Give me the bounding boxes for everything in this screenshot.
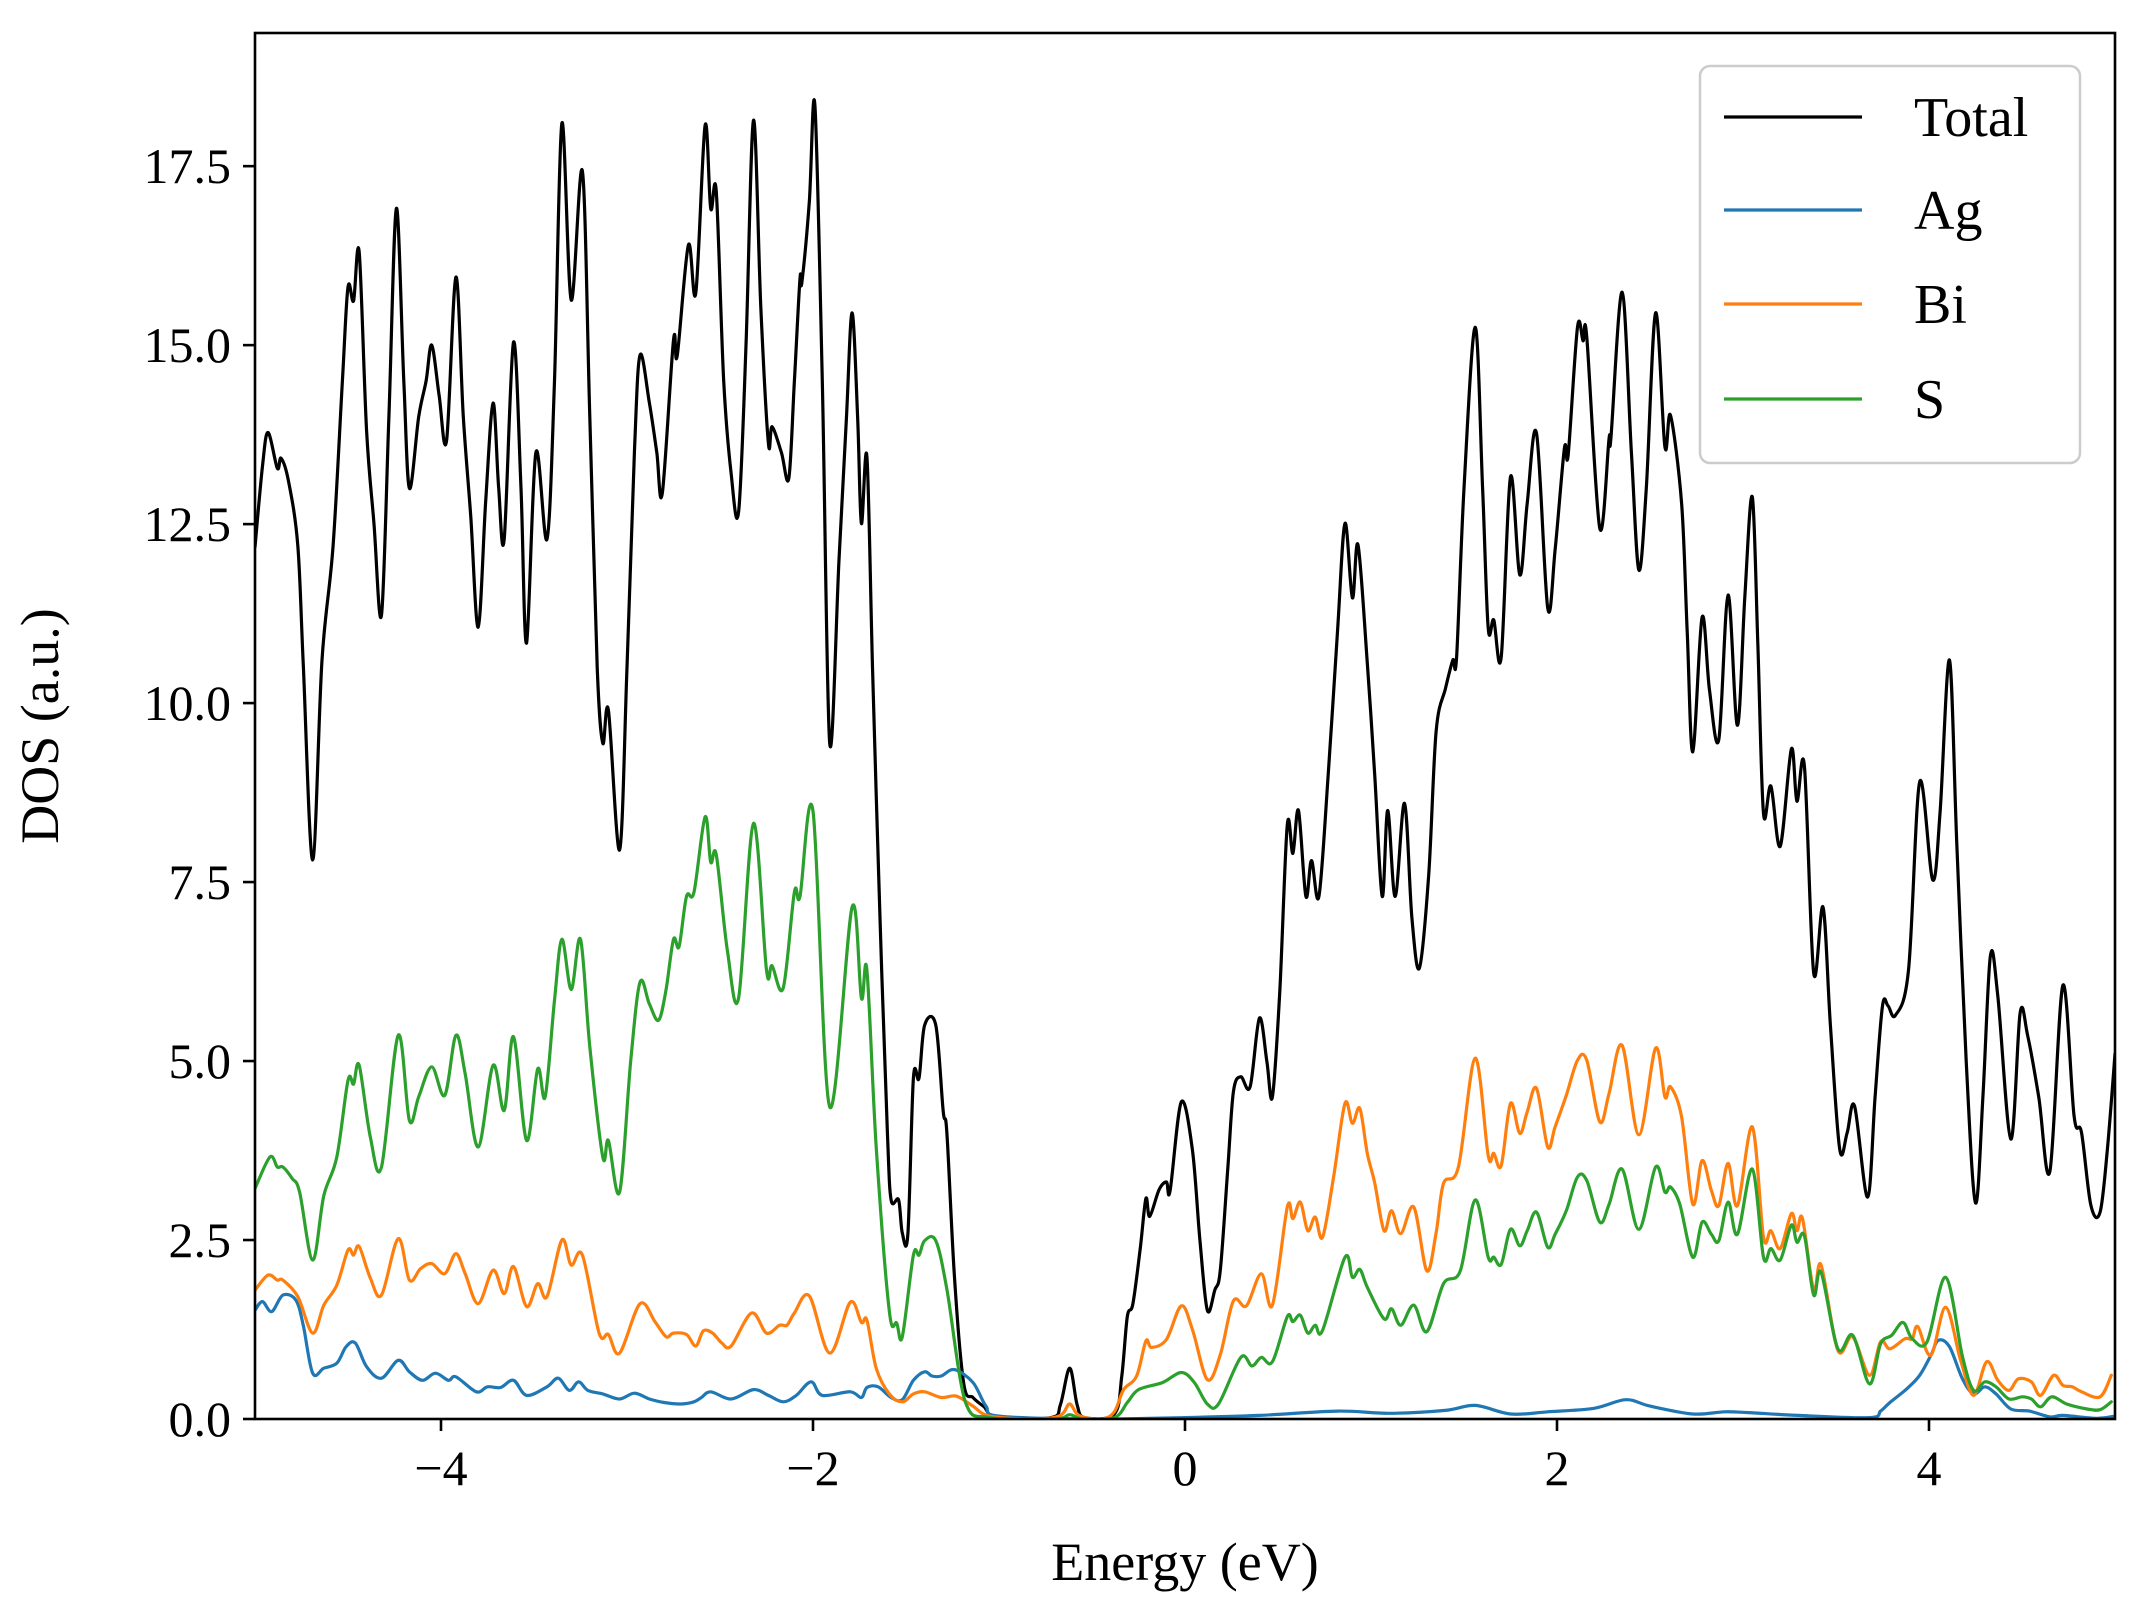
y-tick-label: 0.0: [169, 1391, 232, 1447]
legend-label-s: S: [1914, 369, 1945, 431]
legend-label-ag: Ag: [1914, 180, 1982, 242]
y-axis: 0.0 2.5 5.0 7.5 10.0 12.5 15.0 17.5: [144, 138, 255, 1447]
y-tick-label: 7.5: [169, 854, 232, 910]
series-line-s: [255, 802, 2113, 1419]
series-layer: [255, 98, 2115, 1419]
x-tick-label: 4: [1917, 1440, 1942, 1496]
legend-label-bi: Bi: [1914, 274, 1967, 336]
series-line-bi: [255, 1043, 2113, 1419]
y-tick-label: 12.5: [144, 496, 232, 552]
y-tick-label: 17.5: [144, 138, 232, 194]
y-tick-label: 2.5: [169, 1212, 232, 1268]
legend-label-total: Total: [1914, 87, 2028, 149]
y-tick-label: 15.0: [144, 317, 232, 373]
y-tick-label: 5.0: [169, 1033, 232, 1089]
x-axis-title: Energy (eV): [1051, 1532, 1318, 1592]
x-axis: −4 −2 0 2 4: [414, 1419, 1942, 1496]
series-line-ag: [255, 1292, 2115, 1419]
x-tick-label: −2: [786, 1440, 839, 1496]
y-tick-label: 10.0: [144, 675, 232, 731]
legend: Total Ag Bi S: [1698, 64, 2082, 465]
y-axis-title: DOS (a.u.): [10, 608, 70, 843]
x-tick-label: −4: [414, 1440, 467, 1496]
x-tick-label: 2: [1545, 1440, 1570, 1496]
legend-box: [1698, 64, 2082, 465]
x-tick-label: 0: [1173, 1440, 1198, 1496]
series-line-total: [255, 98, 2115, 1419]
